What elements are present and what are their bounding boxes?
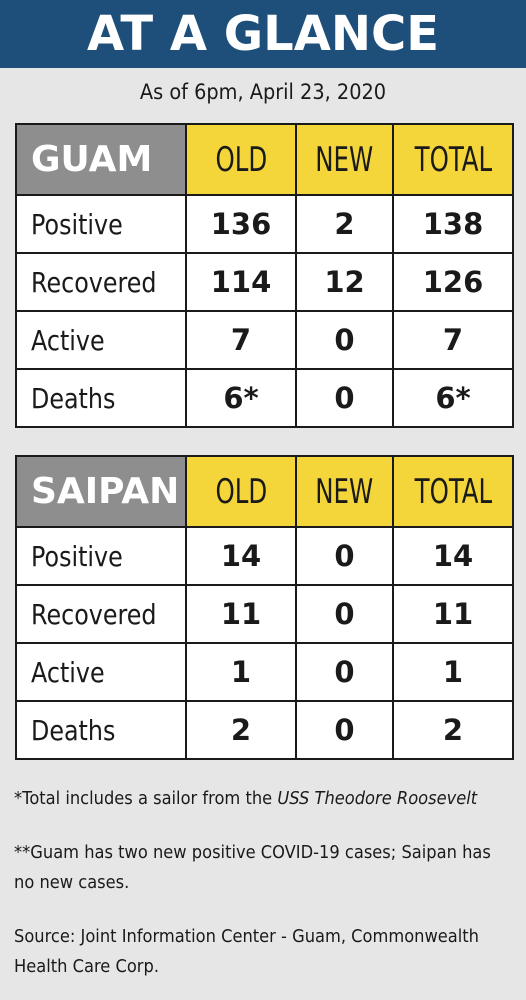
column-header-new: NEW (295, 455, 394, 528)
table-row: Active 1 0 1 (15, 642, 514, 702)
row-label: Positive (15, 526, 187, 586)
table-row: Deaths 2 0 2 (15, 700, 514, 760)
old-value: 2 (185, 700, 297, 760)
total-value: 6* (392, 368, 514, 428)
column-header-old: OLD (185, 455, 297, 528)
total-value: 7 (392, 310, 514, 370)
new-value: 0 (295, 368, 394, 428)
table-row: Recovered 11 0 11 (15, 584, 514, 644)
old-value: 1 (185, 642, 297, 702)
guam-table: GUAM OLD NEW TOTAL Positive 136 2 138 Re… (15, 123, 514, 428)
total-value: 138 (392, 194, 514, 254)
column-header-new: NEW (295, 123, 394, 196)
new-value: 0 (295, 526, 394, 586)
total-value: 14 (392, 526, 514, 586)
ship-name: USS Theodore Roosevelt (277, 789, 478, 809)
new-value: 0 (295, 584, 394, 644)
footnote-sailor: *Total includes a sailor from the USS Th… (14, 784, 514, 814)
old-value: 11 (185, 584, 297, 644)
as-of-date: As of 6pm, April 23, 2020 (139, 80, 387, 104)
table-row: Recovered 114 12 126 (15, 252, 514, 312)
location-label: SAIPAN (15, 455, 187, 528)
total-value: 11 (392, 584, 514, 644)
saipan-table: SAIPAN OLD NEW TOTAL Positive 14 0 14 Re… (15, 455, 514, 760)
table-header-row: GUAM OLD NEW TOTAL (15, 123, 514, 196)
total-value: 1 (392, 642, 514, 702)
new-value: 0 (295, 700, 394, 760)
total-value: 126 (392, 252, 514, 312)
footnote-sailor-text: *Total includes a sailor from the (14, 789, 278, 809)
total-value: 2 (392, 700, 514, 760)
old-value: 14 (185, 526, 297, 586)
source-note: Source: Joint Information Center - Guam,… (14, 922, 514, 982)
old-value: 6* (185, 368, 297, 428)
column-header-total: TOTAL (392, 455, 514, 528)
new-value: 2 (295, 194, 394, 254)
row-label: Active (15, 642, 187, 702)
location-label: GUAM (15, 123, 187, 196)
column-header-total: TOTAL (392, 123, 514, 196)
new-value: 0 (295, 642, 394, 702)
new-value: 0 (295, 310, 394, 370)
table-row: Active 7 0 7 (15, 310, 514, 370)
table-row: Positive 136 2 138 (15, 194, 514, 254)
page-title: AT A GLANCE (0, 0, 526, 68)
footnote-new-cases-text: **Guam has two new positive COVID-19 cas… (14, 843, 491, 893)
table-row: Positive 14 0 14 (15, 526, 514, 586)
old-value: 136 (185, 194, 297, 254)
table-row: Deaths 6* 0 6* (15, 368, 514, 428)
row-label: Positive (15, 194, 187, 254)
old-value: 7 (185, 310, 297, 370)
row-label: Recovered (15, 584, 187, 644)
row-label: Active (15, 310, 187, 370)
footnote-new-cases: **Guam has two new positive COVID-19 cas… (14, 838, 514, 898)
old-value: 114 (185, 252, 297, 312)
table-header-row: SAIPAN OLD NEW TOTAL (15, 455, 514, 528)
row-label: Deaths (15, 368, 187, 428)
column-header-old: OLD (185, 123, 297, 196)
source-text: Source: Joint Information Center - Guam,… (14, 927, 479, 977)
row-label: Deaths (15, 700, 187, 760)
row-label: Recovered (15, 252, 187, 312)
new-value: 12 (295, 252, 394, 312)
